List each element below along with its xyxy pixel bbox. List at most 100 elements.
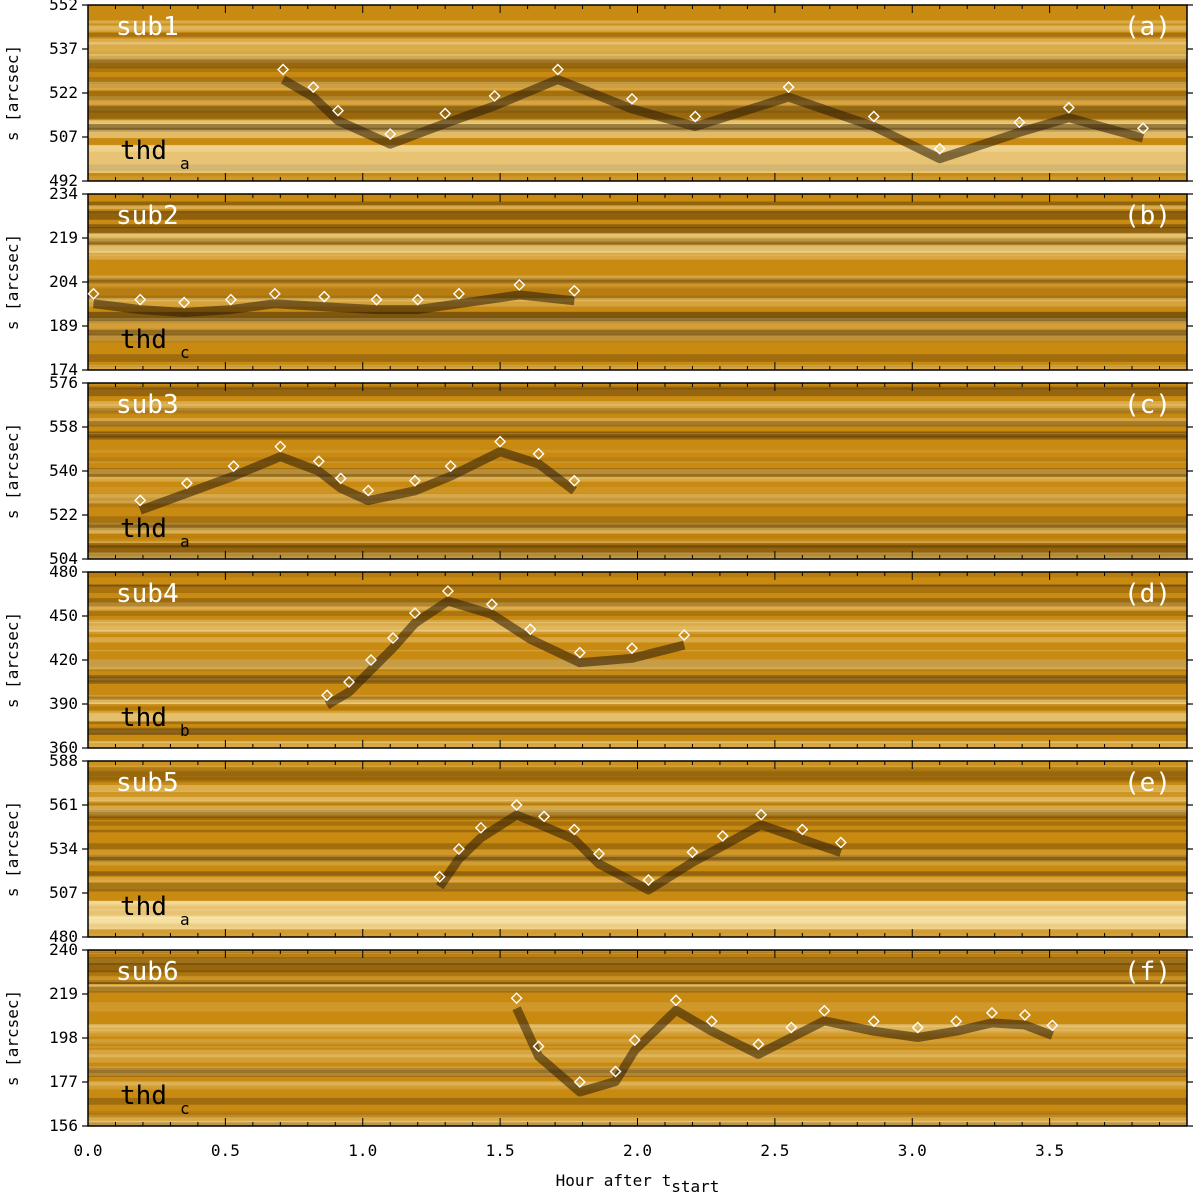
panel-background (88, 761, 1187, 937)
thd-subscript: a (180, 154, 190, 173)
y-tick-label: 204 (49, 272, 78, 291)
y-tick-label: 507 (49, 127, 78, 146)
data-point-diamond (985, 1006, 998, 1019)
panel-background (88, 194, 1187, 370)
data-point-diamond (568, 474, 581, 487)
x-tick-label: 2.0 (623, 1141, 652, 1160)
y-tick-label: 360 (49, 738, 78, 757)
data-point-diamond (532, 447, 545, 460)
panel-name: sub4 (116, 579, 179, 609)
data-point-diamond (669, 994, 682, 1007)
data-point-diamond (950, 1015, 963, 1028)
data-point-diamond (227, 460, 240, 473)
data-point-diamond (568, 823, 581, 836)
data-point-diamond (524, 623, 537, 636)
y-axis-label: s [arcsec] (3, 45, 22, 141)
y-tick-label: 450 (49, 606, 78, 625)
data-point-diamond (532, 1040, 545, 1053)
data-point-diamond (408, 474, 421, 487)
data-point-diamond (513, 278, 526, 291)
data-point-diamond (911, 1021, 924, 1034)
data-point-diamond (433, 870, 446, 883)
data-point-diamond (705, 1015, 718, 1028)
data-point-diamond (411, 293, 424, 306)
y-axis-label: s [arcsec] (3, 801, 22, 897)
thd-label: thd (120, 1081, 167, 1111)
data-point-diamond (1046, 1019, 1059, 1032)
thd-label: thd (120, 325, 167, 355)
panel-letter: (a) (1124, 12, 1171, 42)
data-point-diamond (716, 829, 729, 842)
data-point-diamond (510, 799, 523, 811)
x-tick-label: 0.5 (211, 1141, 240, 1160)
y-tick-label: 234 (49, 184, 78, 203)
x-axis-label: Hour after t (556, 1171, 672, 1190)
y-tick-label: 177 (49, 1072, 78, 1091)
y-tick-label: 174 (49, 360, 78, 379)
thd-subscript: c (180, 1099, 190, 1118)
data-point-diamond (628, 1034, 641, 1047)
data-point-diamond (573, 1076, 586, 1088)
data-point-diamond (485, 598, 498, 611)
y-tick-label: 576 (49, 373, 78, 392)
x-axis: 0.0 0.5 1.0 1.5 2.0 2.5 3.0 3.5 Hour after t star… (74, 1141, 1065, 1196)
panel-background (88, 383, 1187, 559)
data-point-diamond (867, 1015, 880, 1028)
data-point-diamond (180, 477, 193, 490)
data-point-diamond (609, 1065, 622, 1078)
data-point-diamond (386, 632, 399, 644)
y-axis-label: s [arcsec] (3, 423, 22, 519)
data-point-diamond (796, 823, 809, 836)
data-point-diamond (818, 1004, 831, 1017)
panel-background (88, 5, 1187, 181)
panel-sub5: 480 507 534 561 588 s [arcsec] sub5 (e) thd a (3, 751, 1193, 946)
data-point-diamond (87, 287, 100, 300)
data-point-diamond (785, 1021, 798, 1034)
data-point-diamond (444, 460, 457, 473)
data-point-diamond (573, 646, 586, 659)
panel-letter: (e) (1124, 768, 1171, 798)
data-point-diamond (441, 585, 454, 598)
data-point-diamond (134, 494, 147, 507)
thd-label: thd (120, 136, 167, 166)
data-point-diamond (365, 654, 377, 666)
data-point-diamond (933, 142, 946, 155)
data-point-diamond (488, 89, 501, 102)
data-point-diamond (334, 472, 347, 485)
data-point-diamond (452, 287, 465, 300)
x-tick-label: 1.5 (486, 1141, 515, 1160)
data-point-diamond (474, 821, 487, 834)
panel-sub4: 360 390 420 450 480 s [arcsec] sub4 (d) thd b (3, 562, 1193, 757)
data-point-diamond (867, 110, 880, 123)
y-tick-label: 189 (49, 316, 78, 335)
panel-name: sub1 (116, 12, 179, 42)
data-point-diamond (307, 81, 320, 94)
data-point-diamond (332, 104, 345, 117)
y-tick-label: 198 (49, 1028, 78, 1047)
y-tick-label: 390 (49, 694, 78, 713)
data-point-diamond (224, 293, 237, 306)
data-point-diamond (752, 1038, 765, 1051)
y-tick-label: 156 (49, 1116, 78, 1135)
data-point-diamond (134, 293, 147, 306)
y-tick-label: 561 (49, 795, 78, 814)
y-tick-label: 537 (49, 39, 78, 58)
panel-letter: (b) (1124, 201, 1171, 231)
panel-sub6: 156 177 198 219 240 s [arcsec] sub6 (f) thd c (3, 940, 1193, 1135)
data-point-diamond (277, 63, 290, 76)
y-axis-label: s [arcsec] (3, 990, 22, 1086)
y-tick-label: 507 (49, 883, 78, 902)
data-point-diamond (370, 293, 383, 306)
data-point-diamond (642, 873, 655, 886)
data-point-diamond (782, 81, 795, 94)
y-tick-label: 492 (49, 171, 78, 190)
data-point-diamond (384, 128, 397, 141)
data-point-diamond (318, 290, 331, 303)
data-point-diamond (268, 287, 281, 300)
thd-label: thd (120, 514, 167, 544)
y-tick-label: 480 (49, 927, 78, 946)
thd-subscript: b (180, 721, 190, 740)
y-axis-label: s [arcsec] (3, 612, 22, 708)
